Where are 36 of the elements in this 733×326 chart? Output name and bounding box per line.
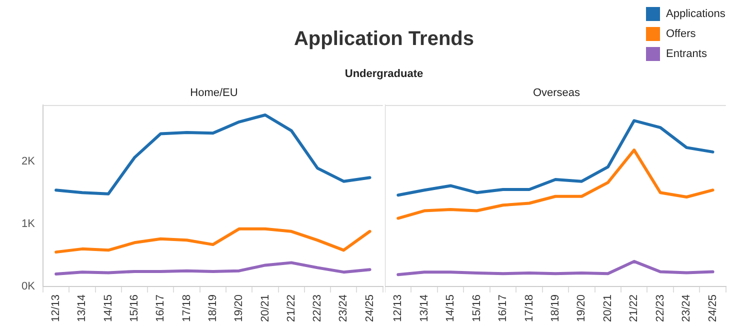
y-tick-label: 0K (22, 280, 36, 293)
legend-label: Offers (666, 28, 696, 40)
x-tick-label: 17/18 (180, 294, 193, 322)
chart-subtitle: Undergraduate (344, 68, 424, 80)
text: Overseas (532, 87, 582, 99)
legend-label: Entrants (666, 48, 707, 60)
x-tick-label: 21/22 (628, 294, 640, 322)
x-tick-label: 18/19 (549, 294, 562, 322)
x-tick-label: 16/17 (154, 294, 167, 322)
x-tick-label: 17/18 (523, 294, 536, 322)
x-tick-label: 15/16 (470, 294, 483, 322)
x-tick-label: 14/15 (444, 294, 457, 322)
x-tick-label: 22/23 (312, 294, 324, 322)
text: Home/EU (189, 87, 239, 99)
x-tick-label: 15/16 (128, 294, 141, 322)
chart-title: Application Trends (294, 28, 474, 50)
x-tick-label: 13/14 (76, 294, 88, 322)
x-tick-label: 22/23 (654, 294, 666, 322)
x-tick-label: 20/21 (602, 294, 614, 322)
x-tick-label: 14/15 (102, 294, 114, 322)
x-tick-label: 20/21 (259, 294, 272, 322)
x-tick-label: 18/19 (206, 294, 219, 322)
x-tick-label: 12/13 (50, 294, 62, 322)
x-tick-label: 23/24 (680, 294, 693, 322)
legend-label: Applications (666, 8, 726, 20)
x-tick-label: 12/13 (392, 294, 404, 322)
x-tick-label: 19/20 (233, 294, 246, 322)
x-tick-label: 21/22 (285, 294, 298, 322)
x-tick-label: 24/25 (364, 294, 376, 322)
y-tick-label: 2K (22, 155, 36, 168)
x-tick-label: 13/14 (418, 294, 430, 322)
x-tick-label: 19/20 (576, 294, 588, 322)
x-tick-label: 24/25 (706, 294, 719, 322)
x-tick-label: 16/17 (497, 294, 510, 322)
y-tick-label: 1K (22, 218, 36, 230)
x-tick-label: 23/24 (338, 294, 350, 322)
